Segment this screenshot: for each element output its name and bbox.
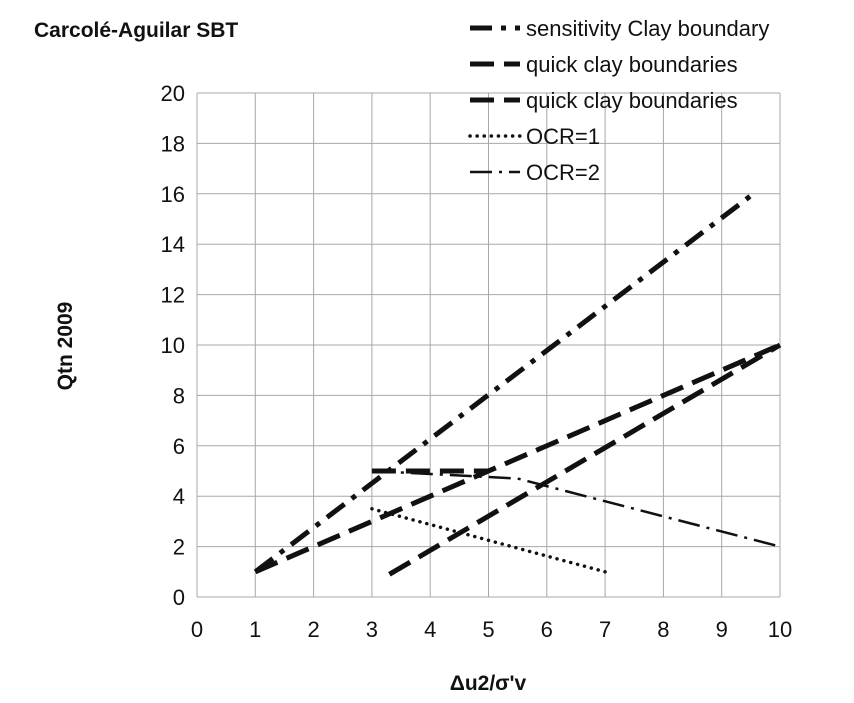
series-line-3 bbox=[388, 342, 782, 577]
chart-title: Carcolé-Aguilar SBT bbox=[34, 19, 238, 42]
x-tick-label: 1 bbox=[249, 617, 261, 642]
x-tick-label: 4 bbox=[424, 617, 436, 642]
legend-label: quick clay boundaries bbox=[526, 88, 738, 113]
y-tick-label: 2 bbox=[173, 535, 185, 560]
y-tick-label: 20 bbox=[161, 81, 185, 106]
x-tick-label: 10 bbox=[768, 617, 792, 642]
legend-label: sensitivity Clay boundary bbox=[526, 16, 769, 41]
y-tick-label: 4 bbox=[173, 484, 185, 509]
series-line-4 bbox=[370, 507, 607, 574]
y-axis-title: Qtn 2009 bbox=[54, 302, 77, 391]
x-tick-label: 6 bbox=[541, 617, 553, 642]
y-tick-label: 8 bbox=[173, 383, 185, 408]
x-tick-label: 8 bbox=[657, 617, 669, 642]
legend-label: quick clay boundaries bbox=[526, 52, 738, 77]
y-tick-label: 18 bbox=[161, 131, 185, 156]
y-tick-label: 0 bbox=[173, 585, 185, 610]
y-tick-label: 6 bbox=[173, 434, 185, 459]
series-line-2 bbox=[254, 342, 781, 575]
y-tick-label: 10 bbox=[161, 333, 185, 358]
series-line-1 bbox=[253, 189, 759, 574]
grid bbox=[196, 92, 781, 598]
x-tick-label: 3 bbox=[366, 617, 378, 642]
y-tick-label: 16 bbox=[161, 182, 185, 207]
series-line-5 bbox=[371, 469, 781, 548]
y-tick-label: 12 bbox=[161, 283, 185, 308]
y-tick-label: 14 bbox=[161, 232, 185, 257]
x-tick-label: 7 bbox=[599, 617, 611, 642]
x-tick-label: 2 bbox=[307, 617, 319, 642]
x-axis-ticks: 0 1 2 3 4 5 6 7 8 9 10 bbox=[191, 617, 792, 642]
x-tick-label: 0 bbox=[191, 617, 203, 642]
x-tick-label: 5 bbox=[482, 617, 494, 642]
legend: sensitivity Clay boundary quick clay boun… bbox=[468, 16, 769, 185]
plot-lines bbox=[253, 189, 782, 577]
y-axis-ticks: 0 2 4 6 8 10 12 14 16 18 20 bbox=[161, 81, 185, 610]
x-tick-label: 9 bbox=[716, 617, 728, 642]
legend-label: OCR=2 bbox=[526, 160, 600, 185]
x-axis-title: Δu2/σ'v bbox=[450, 672, 527, 695]
legend-label: OCR=1 bbox=[526, 124, 600, 149]
